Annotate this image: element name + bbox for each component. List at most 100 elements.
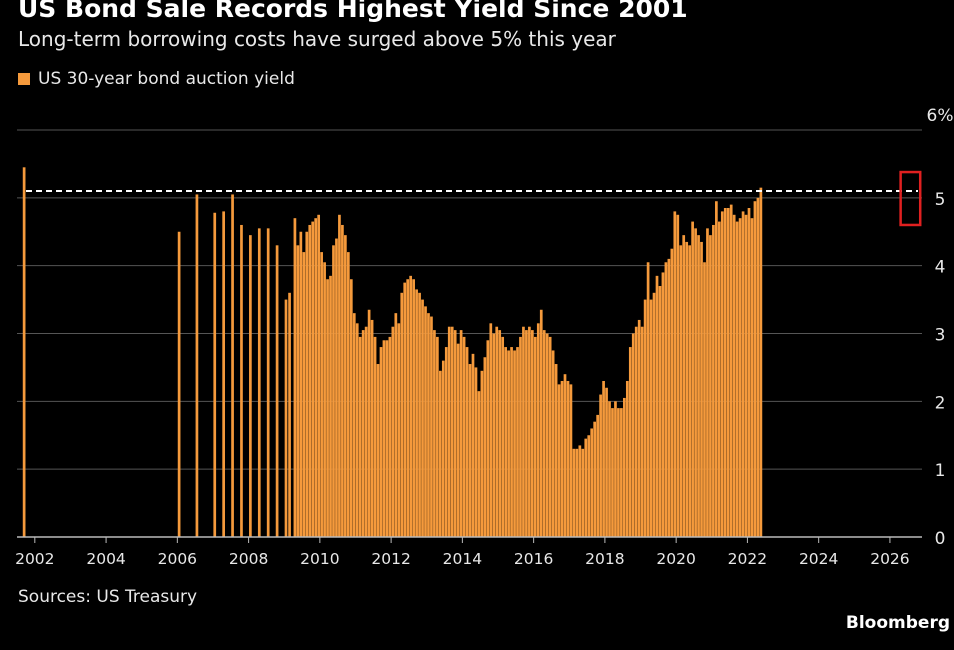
- bar: [453, 330, 457, 537]
- bar: [341, 224, 344, 537]
- bar: [510, 347, 513, 537]
- bar: [296, 245, 300, 538]
- bar: [364, 326, 368, 537]
- bar: [617, 408, 620, 537]
- bar: [658, 286, 662, 537]
- bar: [575, 448, 579, 537]
- bar: [753, 201, 757, 537]
- bar: [634, 326, 638, 537]
- bar: [489, 323, 493, 537]
- bar: [418, 292, 421, 537]
- bar: [661, 272, 665, 537]
- bar: [430, 316, 433, 537]
- bar: [293, 218, 297, 537]
- bar: [406, 279, 410, 537]
- bar: [539, 309, 543, 537]
- bar: [456, 343, 460, 537]
- bar: [676, 214, 680, 537]
- bar: [317, 214, 321, 537]
- bar: [551, 350, 555, 537]
- bar: [436, 336, 439, 537]
- bar: [177, 231, 181, 537]
- bar: [528, 326, 531, 537]
- bar: [249, 235, 252, 537]
- bar: [584, 438, 588, 537]
- bar: [382, 340, 386, 537]
- bar: [391, 326, 395, 537]
- bar: [572, 448, 576, 537]
- bar: [486, 340, 490, 537]
- bar: [697, 235, 700, 537]
- bar: [548, 336, 552, 537]
- bar: [213, 212, 217, 538]
- bar: [477, 391, 481, 537]
- bar: [581, 448, 585, 537]
- bar: [424, 306, 427, 537]
- bar: [700, 241, 703, 538]
- legend-label: US 30-year bond auction yield: [38, 69, 295, 89]
- bar: [450, 326, 454, 537]
- bar: [370, 319, 374, 537]
- bar: [409, 275, 413, 537]
- bar: [557, 384, 561, 537]
- bar: [726, 208, 730, 537]
- bar: [628, 347, 632, 537]
- bar: [735, 221, 739, 537]
- bar: [415, 289, 418, 537]
- bar: [459, 330, 463, 537]
- bar: [596, 414, 599, 537]
- bar: [519, 336, 522, 537]
- bar: [361, 330, 365, 537]
- bar: [444, 347, 448, 537]
- x-tick-label: 2018: [585, 550, 624, 568]
- bar: [492, 333, 496, 537]
- bar: [649, 299, 653, 537]
- bar: [468, 364, 472, 537]
- bar: [640, 326, 644, 537]
- bar: [379, 347, 383, 537]
- bar: [759, 187, 763, 538]
- bar: [257, 228, 261, 537]
- bar: [299, 231, 303, 537]
- x-tick-label: 2006: [158, 550, 197, 568]
- bar: [373, 336, 377, 537]
- x-tick-label: 2024: [799, 550, 838, 568]
- bar: [314, 218, 318, 537]
- x-tick-label: 2010: [300, 550, 339, 568]
- source-note: Sources: US Treasury: [18, 587, 198, 607]
- legend-swatch: [18, 73, 30, 85]
- bar: [421, 299, 424, 537]
- bar: [709, 235, 712, 537]
- bar: [694, 228, 697, 537]
- bar: [376, 364, 380, 537]
- bar: [664, 262, 668, 537]
- bar: [593, 421, 597, 537]
- bar: [222, 211, 226, 537]
- bar: [741, 211, 745, 537]
- bar: [599, 394, 602, 537]
- bar: [385, 340, 389, 537]
- x-tick-label: 2020: [656, 550, 695, 568]
- bar: [462, 336, 466, 537]
- y-tick-label: 3: [935, 326, 946, 346]
- bar: [367, 309, 371, 537]
- bar: [305, 231, 309, 537]
- bar: [715, 201, 718, 537]
- bar: [507, 350, 510, 537]
- x-tick-label: 2026: [870, 550, 909, 568]
- bar: [723, 208, 727, 537]
- y-tick-label: 1: [935, 461, 946, 481]
- bar: [587, 435, 591, 537]
- bar: [355, 323, 359, 537]
- bar: [323, 262, 326, 537]
- bar: [513, 350, 516, 537]
- bar: [22, 167, 26, 537]
- bloomberg-logo: Bloomberg: [845, 613, 950, 633]
- bar: [554, 364, 558, 537]
- bar: [338, 214, 341, 537]
- bar: [720, 211, 724, 537]
- bar: [646, 262, 650, 537]
- bar: [738, 218, 742, 537]
- bar: [691, 221, 694, 537]
- legend: US 30-year bond auction yield: [18, 69, 295, 89]
